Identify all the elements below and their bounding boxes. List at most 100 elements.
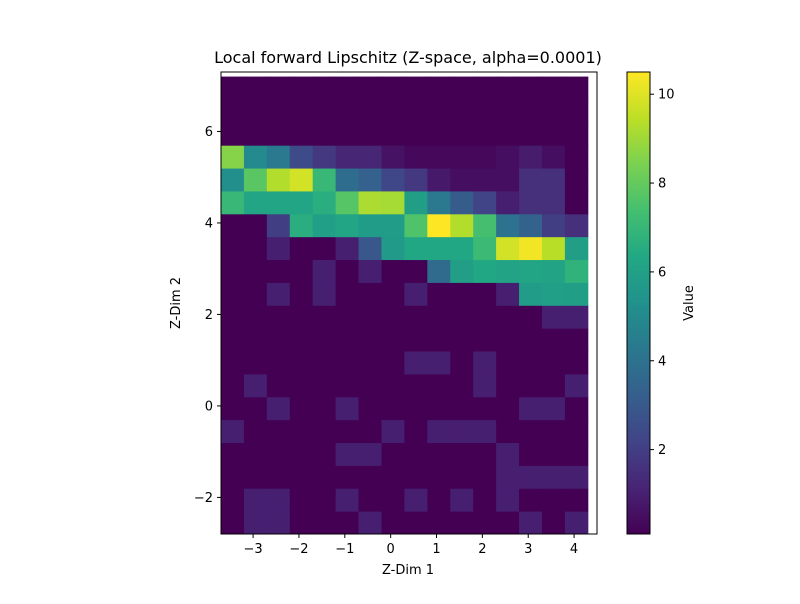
- x-axis-ticks: −3 −2 −1 0 1 2 3 4: [244, 534, 578, 557]
- heatmap-cell: [221, 145, 245, 169]
- heatmap-cell: [358, 511, 382, 535]
- heatmap-cell: [450, 236, 474, 261]
- heatmap-cell: [564, 76, 589, 100]
- heatmap-cell: [221, 488, 245, 512]
- heatmap-cell: [564, 442, 589, 466]
- heatmap-cell: [358, 259, 382, 283]
- heatmap-cell: [289, 259, 314, 283]
- heatmap-cell: [243, 190, 268, 215]
- heatmap-cell: [266, 282, 291, 306]
- heatmap-cell: [289, 351, 314, 375]
- heatmap-cell: [564, 213, 589, 238]
- heatmap-cell: [519, 305, 543, 329]
- colorbar-ticks: 2 4 6 8 10: [650, 88, 675, 458]
- heatmap-cell: [221, 282, 245, 306]
- heatmap-cell: [243, 259, 268, 283]
- heatmap-cell: [243, 419, 268, 444]
- heatmap-cell: [473, 305, 497, 329]
- heatmap-cell: [221, 168, 245, 192]
- heatmap-cell: [519, 488, 543, 512]
- heatmap-cell: [473, 259, 497, 283]
- heatmap-cell: [266, 305, 291, 329]
- heatmap-cell: [519, 328, 543, 352]
- heatmap-cell: [312, 236, 337, 261]
- heatmap-cell: [564, 396, 589, 421]
- heatmap-cell: [541, 465, 566, 489]
- chart-title: Local forward Lipschitz (Z-space, alpha=…: [214, 48, 602, 67]
- heatmap-cell: [243, 168, 268, 192]
- heatmap-cell: [312, 419, 337, 444]
- heatmap-cell: [266, 351, 291, 375]
- heatmap-cell: [335, 373, 360, 398]
- heatmap-cell: [335, 282, 360, 306]
- heatmap-cell: [312, 305, 337, 329]
- heatmap-cell: [243, 488, 268, 512]
- heatmap-cell: [243, 328, 268, 352]
- heatmap-cell: [496, 419, 520, 444]
- heatmap-cell: [312, 328, 337, 352]
- heatmap-cell: [427, 145, 451, 169]
- heatmap-cell: [312, 373, 337, 398]
- heatmap-cell: [266, 213, 291, 238]
- heatmap-cell: [358, 168, 382, 192]
- heatmap-cell: [473, 465, 497, 489]
- heatmap-cell: [335, 488, 360, 512]
- heatmap-cell: [335, 442, 360, 466]
- heatmap-cell: [450, 351, 474, 375]
- x-tick-label: −2: [289, 542, 308, 557]
- heatmap-cell: [335, 419, 360, 444]
- colorbar-tick-label: 6: [658, 265, 666, 280]
- heatmap-cell: [450, 259, 474, 283]
- heatmap-cell: [541, 236, 566, 261]
- heatmap-cell: [243, 145, 268, 169]
- heatmap-cell: [404, 122, 428, 146]
- heatmap-cell: [243, 511, 268, 535]
- heatmap-cell: [519, 511, 543, 535]
- heatmap-cell: [289, 236, 314, 261]
- heatmap-cell: [496, 305, 520, 329]
- heatmap-cell: [496, 99, 520, 123]
- heatmap-cell: [358, 488, 382, 512]
- heatmap-cell: [496, 328, 520, 352]
- heatmap-cell: [541, 328, 566, 352]
- heatmap-cell: [541, 122, 566, 146]
- heatmap-cell: [450, 305, 474, 329]
- heatmap-cell: [427, 168, 451, 192]
- heatmap-cell: [496, 465, 520, 489]
- y-axis-ticks: −2 0 2 4 6: [194, 125, 221, 506]
- heatmap-cell: [381, 351, 405, 375]
- heatmap-cell: [381, 99, 405, 123]
- heatmap-cell: [358, 76, 382, 100]
- heatmap-cell: [496, 373, 520, 398]
- heatmap-cell: [519, 259, 543, 283]
- heatmap-cell: [404, 511, 428, 535]
- heatmap-cell: [335, 328, 360, 352]
- heatmap-cell: [266, 236, 291, 261]
- heatmap-cell: [473, 213, 497, 238]
- heatmap-cell: [312, 488, 337, 512]
- heatmap-cell: [266, 76, 291, 100]
- heatmap-cell: [450, 122, 474, 146]
- heatmap-cell: [266, 373, 291, 398]
- heatmap-cell: [266, 328, 291, 352]
- heatmap-cell: [450, 213, 474, 238]
- heatmap-cell: [450, 488, 474, 512]
- heatmap-cell: [473, 328, 497, 352]
- heatmap-cell: [221, 419, 245, 444]
- heatmap-cell: [243, 213, 268, 238]
- heatmap-cell: [243, 282, 268, 306]
- heatmap-cell: [381, 76, 405, 100]
- heatmap-cell: [450, 99, 474, 123]
- heatmap-cell: [289, 190, 314, 215]
- heatmap-cell: [358, 442, 382, 466]
- heatmap-cell: [427, 465, 451, 489]
- heatmap-cell: [289, 305, 314, 329]
- heatmap-cell: [496, 511, 520, 535]
- heatmap-cell: [266, 396, 291, 421]
- heatmap-cell: [381, 122, 405, 146]
- heatmap-cell: [427, 442, 451, 466]
- heatmap-cell: [519, 396, 543, 421]
- heatmap-cell: [221, 99, 245, 123]
- heatmap-cell: [541, 213, 566, 238]
- heatmap-cell: [496, 76, 520, 100]
